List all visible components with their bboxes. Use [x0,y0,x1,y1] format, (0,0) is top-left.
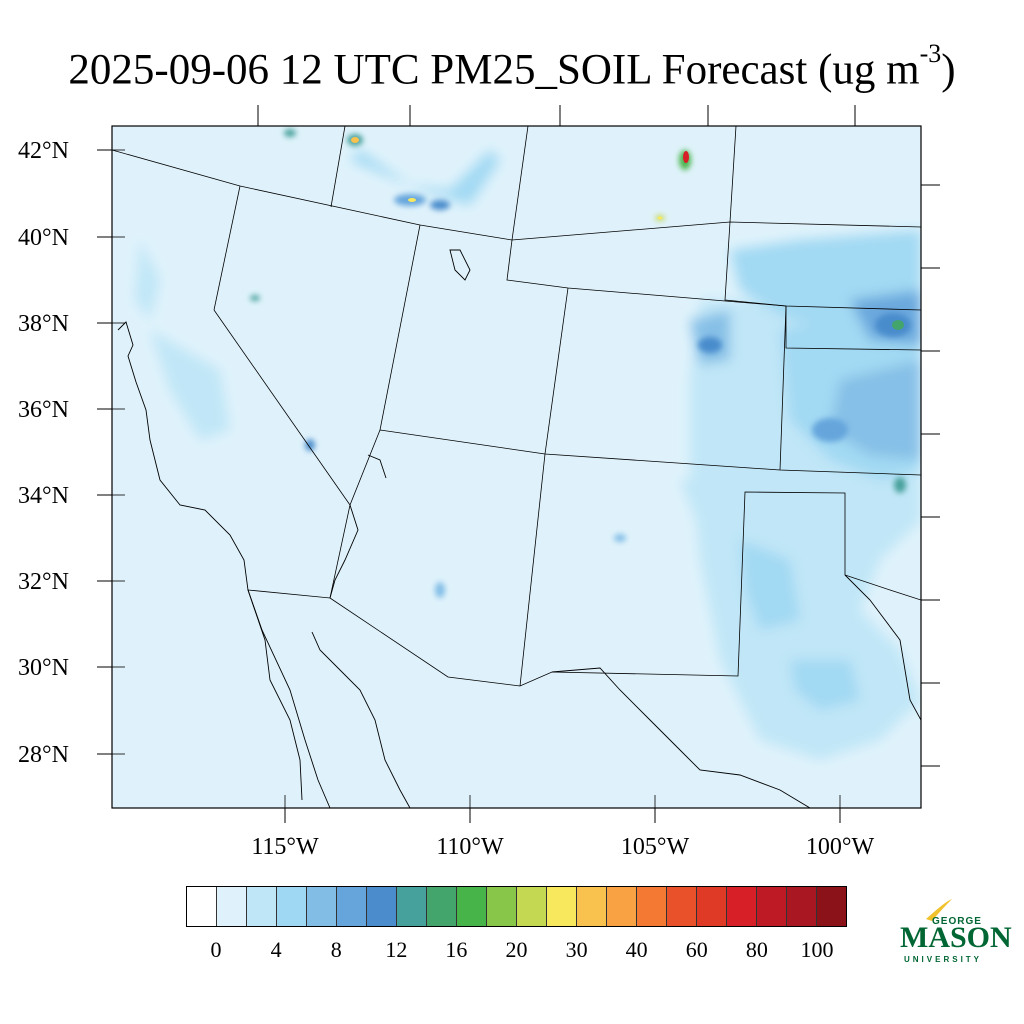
title-exponent: -3 [919,39,942,68]
colorbar-swatch [667,887,697,926]
logo-line-mason: MASON [900,921,1012,954]
lat-label-30n: 30°N [18,655,69,681]
colorbar-label: 40 [625,937,648,962]
map-frame [111,125,922,809]
colorbar-label: 100 [800,937,834,962]
peak-hotspots [351,137,904,330]
lon-label-110w: 110°W [436,834,504,860]
coastlines [117,249,921,808]
colorbar-swatch [637,887,667,926]
colorbar-swatch [397,887,427,926]
colorbar-swatch [817,887,846,926]
colorbar-swatch [727,887,757,926]
lat-label-36n: 36°N [18,397,69,423]
colorbar-label: 0 [210,937,222,962]
inner-ticks [112,149,841,808]
colorbar-swatch [277,887,307,926]
colorbar-swatch [217,887,247,926]
colorbar-swatch [367,887,397,926]
lon-label-105w: 105°W [620,834,690,860]
colorbar-swatch [607,887,637,926]
lat-label-38n: 38°N [18,311,69,337]
colorbar [186,886,847,927]
colorbar-label: 8 [330,937,342,962]
lon-label-115w: 115°W [251,834,319,860]
lat-label-42n: 42°N [18,138,69,164]
colorbar-swatch [697,887,727,926]
logo-line-george: GEORGE [932,916,982,927]
colorbar-swatch [487,887,517,926]
colorbar-swatch [547,887,577,926]
colorbar-swatch [337,887,367,926]
lat-label-34n: 34°N [18,483,69,509]
lat-label-32n: 32°N [18,569,69,595]
colorbar-swatch [577,887,607,926]
colorbar-swatch [517,887,547,926]
state-boundaries [112,126,921,687]
colorbar-swatch [187,887,217,926]
colorbar-swatch [307,887,337,926]
colorbar-label: 80 [745,937,768,962]
lat-label-28n: 28°N [18,742,69,768]
outer-ticks [97,105,940,823]
colorbar-label: 20 [505,937,528,962]
colorbar-label: 30 [565,937,588,962]
colorbar-swatch [757,887,787,926]
gmu-logo: GEORGE MASON UNIVERSITY [896,897,1012,967]
colorbar-swatch [787,887,817,926]
logo-swoosh-icon [926,899,952,921]
colorbar-swatch [247,887,277,926]
lon-label-100w: 100°W [805,834,875,860]
lat-label-40n: 40°N [18,225,69,251]
colorbar-swatch [427,887,457,926]
forecast-map [97,105,940,823]
colorbar-label: 12 [385,937,408,962]
colorbar-swatch [457,887,487,926]
colorbar-label: 4 [270,937,282,962]
colorbar-label: 60 [685,937,708,962]
page-title: 2025-09-06 12 UTC PM25_SOIL Forecast (ug… [68,39,956,94]
logo-line-university: UNIVERSITY [904,955,983,964]
concentration-field [135,150,921,760]
colorbar-label: 16 [445,937,468,962]
